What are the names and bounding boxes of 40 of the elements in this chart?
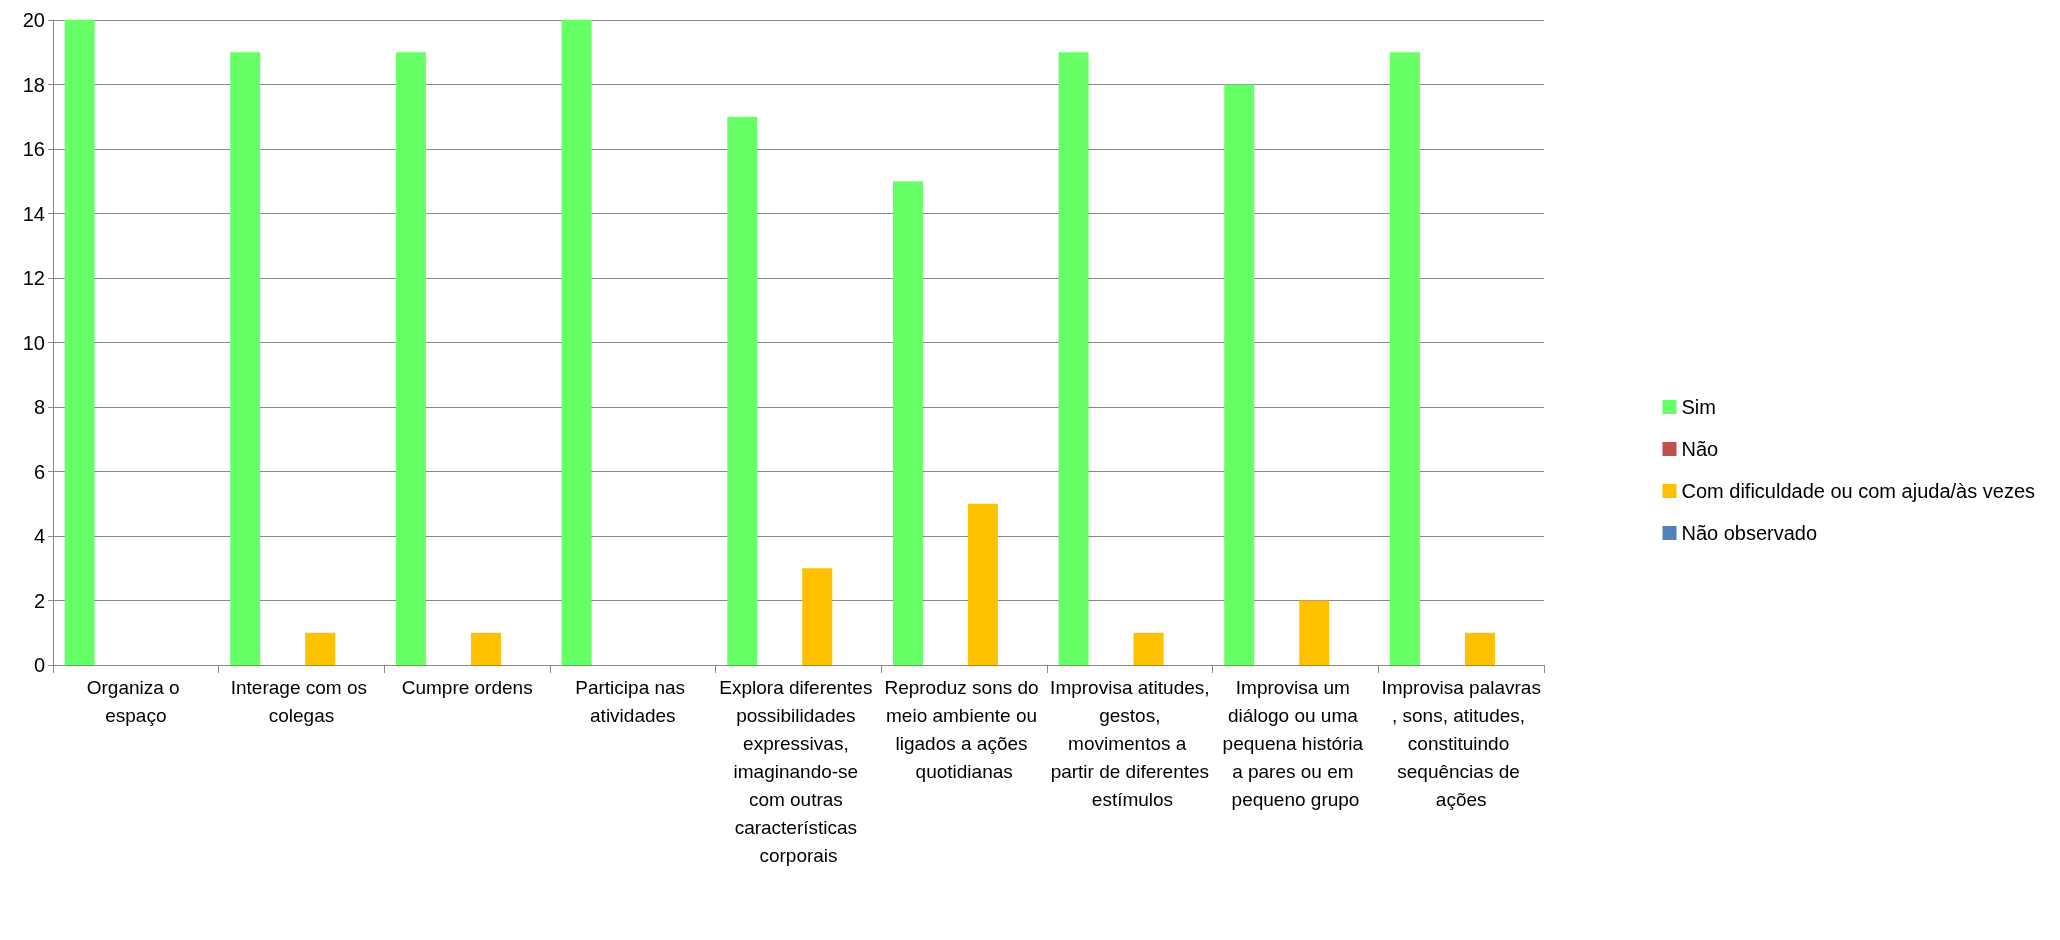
x-tick-label: Reproduz sons do meio ambiente ou ligados a ações quotidianas bbox=[884, 676, 1044, 782]
bar bbox=[967, 503, 998, 665]
bar bbox=[1058, 52, 1089, 665]
x-tick-label: Improvisa palavras, sons, atitudes, constituindo sequências de ações bbox=[1381, 676, 1541, 810]
legend-label: Não observado bbox=[1681, 522, 1818, 544]
y-tick-label: 12 bbox=[22, 267, 45, 289]
y-tick-label: 0 bbox=[33, 654, 45, 676]
x-tick-label: Organiza o espaço bbox=[86, 676, 185, 726]
y-tick-label: 10 bbox=[22, 331, 45, 354]
bar bbox=[395, 52, 426, 665]
x-tick-label: Cumpre ordens bbox=[401, 676, 533, 698]
bar bbox=[802, 568, 833, 665]
bar bbox=[230, 52, 261, 665]
x-tick-label: Interage com os colegas bbox=[230, 676, 373, 726]
y-tick-label: 14 bbox=[22, 202, 45, 225]
x-tick-label: Improvisa um diálogo ou uma pequena história a pares ou em pequeno grupo bbox=[1222, 676, 1369, 810]
bar bbox=[1224, 84, 1255, 665]
x-tick-label: Explora diferentes possibilidades expressivas, imaginando-se com outras características corporais bbox=[719, 676, 878, 866]
legend-label: Não bbox=[1681, 438, 1719, 460]
y-tick-label: 18 bbox=[22, 73, 45, 96]
x-tick-label: Improvisa atitudes, gestos, movimentos a partir de diferentes estímulos bbox=[1050, 676, 1210, 810]
legend-label: Sim bbox=[1681, 396, 1716, 418]
bar bbox=[1299, 600, 1330, 665]
bar bbox=[892, 181, 923, 665]
x-tick-label: Participa nas atividades bbox=[575, 676, 691, 726]
y-tick-label: 6 bbox=[33, 460, 45, 483]
y-tick-label: 16 bbox=[22, 138, 45, 160]
y-tick-label: 8 bbox=[33, 396, 45, 418]
bar bbox=[470, 632, 501, 665]
bar bbox=[727, 116, 758, 665]
bar bbox=[1464, 632, 1495, 665]
bar bbox=[64, 20, 95, 665]
legend-label: Com dificuldade ou com ajuda/às vezes bbox=[1681, 480, 2036, 502]
bar bbox=[1133, 632, 1164, 665]
bar bbox=[1389, 52, 1420, 665]
bar bbox=[305, 632, 336, 665]
y-tick-label: 2 bbox=[33, 589, 45, 612]
bar bbox=[561, 20, 592, 665]
y-tick-label: 4 bbox=[33, 525, 45, 547]
y-tick-label: 20 bbox=[22, 9, 45, 31]
